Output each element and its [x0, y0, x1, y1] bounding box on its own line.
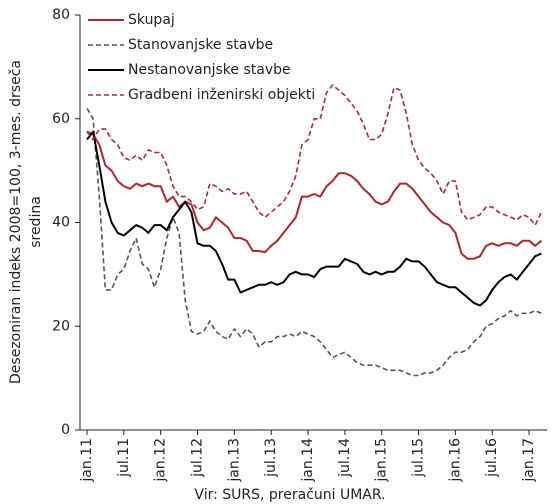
legend-label: Gradbeni inženirski objekti	[128, 87, 315, 103]
y-tick-label: 0	[61, 422, 70, 438]
series-line	[86, 130, 543, 260]
y-tick-label: 20	[52, 318, 70, 334]
legend-label: Skupaj	[128, 12, 175, 28]
y-tick-label: 60	[52, 111, 70, 127]
source: Vir: SURS, preračuni UMAR.	[194, 487, 385, 503]
x-tick-label: jan.11	[79, 438, 95, 483]
series-line	[86, 130, 542, 307]
series-line	[86, 107, 542, 377]
y-axis-label: Desezoniran indeks 2008=100, 3-mes. drse…	[8, 60, 24, 384]
x-tick-label: jan.17	[521, 438, 537, 483]
y-tick-label: 40	[52, 215, 70, 231]
x-tick-label: jan.13	[226, 438, 242, 483]
x-tick-label: jul.14	[337, 438, 353, 478]
x-tick-label: jan.16	[447, 438, 463, 483]
x-tick-label: jan.14	[300, 438, 316, 483]
series-line	[86, 84, 543, 226]
x-tick-label: jul.12	[190, 438, 206, 478]
legend-label: Nestanovanjske stavbe	[128, 62, 291, 78]
x-tick-label: jul.15	[411, 438, 427, 478]
x-tick-label: jul.16	[484, 438, 500, 478]
legend-label: Stanovanjske stavbe	[128, 37, 273, 53]
x-tick-label: jan.12	[153, 438, 169, 483]
x-tick-label: jul.13	[263, 438, 279, 478]
y-axis-label: sredina	[28, 196, 44, 248]
x-tick-label: jul.11	[116, 438, 132, 478]
y-tick-label: 80	[52, 7, 70, 23]
x-tick-label: jan.15	[374, 438, 390, 483]
